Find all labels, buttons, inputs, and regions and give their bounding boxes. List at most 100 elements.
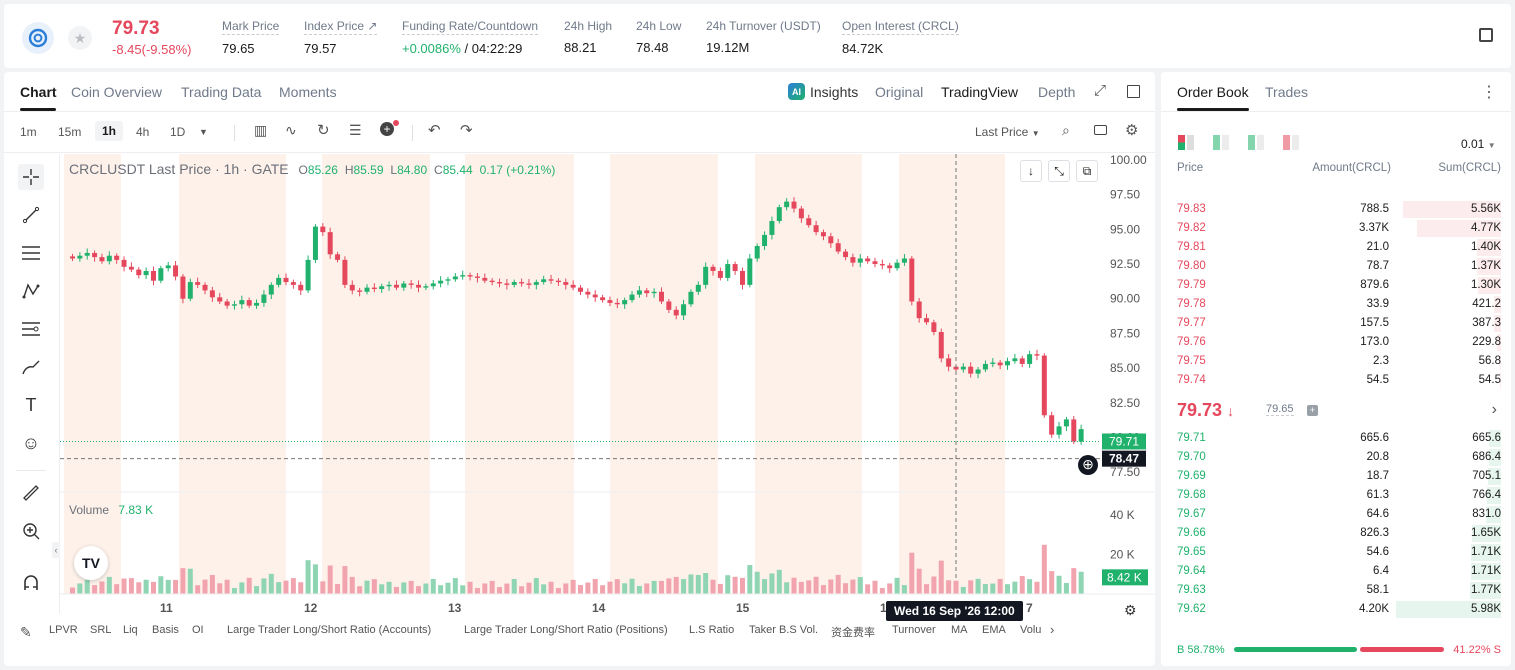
indicator-ma[interactable]: MA — [951, 624, 968, 636]
move-down-icon[interactable]: ↓ — [1020, 160, 1042, 182]
view-both-icon[interactable] — [1178, 135, 1195, 150]
book-icon[interactable] — [1479, 28, 1493, 42]
mark-info-icon[interactable]: + — [1307, 405, 1318, 416]
ask-row[interactable]: 79.77 157.5 387.3 — [1161, 314, 1511, 333]
settings-gear-icon[interactable]: ⚙ — [1125, 122, 1139, 139]
camera-icon[interactable] — [1094, 124, 1107, 138]
view-asks-icon[interactable] — [1283, 135, 1300, 150]
trendline-tool-icon[interactable] — [18, 202, 44, 228]
ask-row[interactable]: 79.74 54.5 54.5 — [1161, 371, 1511, 390]
tab-trades[interactable]: Trades — [1265, 84, 1309, 100]
indicator-srl[interactable]: SRL — [90, 624, 112, 636]
bid-row[interactable]: 79.71 665.6 665.6 — [1161, 429, 1511, 448]
price-type-select[interactable]: Last Price ▼ — [975, 125, 1040, 139]
interval-1d[interactable]: 1D — [170, 125, 186, 139]
ask-row[interactable]: 79.79 879.6 1.30K — [1161, 276, 1511, 295]
bid-row[interactable]: 79.67 64.6 831.0 — [1161, 505, 1511, 524]
tab-original[interactable]: Original — [875, 84, 924, 100]
ask-row[interactable]: 79.76 173.0 229.8 — [1161, 333, 1511, 352]
favorite-star-icon[interactable]: ★ — [68, 26, 92, 50]
view-depth-icon[interactable] — [1248, 135, 1265, 150]
undo-icon[interactable]: ↶ — [428, 122, 441, 139]
tab-chart[interactable]: Chart — [20, 84, 57, 100]
bid-row[interactable]: 79.69 18.7 705.1 — [1161, 467, 1511, 486]
magnet-tool-icon[interactable] — [18, 570, 44, 596]
ai-insights-icon[interactable]: AI — [788, 83, 805, 100]
chart-area[interactable]: 100.00 97.50 95.00 92.50 90.00 87.50 85.00 82.5… — [60, 153, 1155, 624]
fib-tool-icon[interactable] — [18, 240, 44, 266]
ask-row[interactable]: 79.78 33.9 421.2 — [1161, 295, 1511, 314]
interval-15m[interactable]: 15m — [58, 125, 82, 139]
chart-settings-icon[interactable]: ⚙ — [1124, 602, 1137, 618]
indicator-turnover[interactable]: Turnover — [892, 624, 936, 636]
pattern-tool-icon[interactable] — [18, 278, 44, 304]
search-icon[interactable]: ⌕ — [1062, 122, 1070, 138]
tab-insights[interactable]: Insights — [810, 84, 859, 100]
bid-row[interactable]: 79.64 6.4 1.71K — [1161, 562, 1511, 581]
tab-depth[interactable]: Depth — [1038, 84, 1076, 100]
strip-next-icon[interactable]: › — [1050, 622, 1055, 637]
interval-4h[interactable]: 4h — [136, 125, 150, 139]
ask-row[interactable]: 79.81 21.0 1.40K — [1161, 238, 1511, 257]
add-indicator-icon[interactable]: + — [380, 120, 399, 136]
ask-row[interactable]: 79.75 2.3 56.8 — [1161, 352, 1511, 371]
indicator-lpvr[interactable]: LPVR — [49, 624, 78, 636]
oi-label[interactable]: Open Interest (CRCL) — [842, 19, 959, 35]
collapse-toolbar-icon[interactable]: ‹ — [52, 542, 60, 558]
indicator-basis[interactable]: Basis — [152, 624, 179, 636]
projection-tool-icon[interactable] — [18, 316, 44, 342]
mark-price-label[interactable]: Mark Price — [222, 19, 280, 35]
ask-row[interactable]: 79.83 788.5 5.56K — [1161, 200, 1511, 219]
ruler-tool-icon[interactable] — [18, 480, 44, 506]
indicator-oi[interactable]: OI — [192, 624, 204, 636]
ask-row[interactable]: 79.82 3.37K 4.77K — [1161, 219, 1511, 238]
interval-dropdown-icon[interactable]: ▼ — [199, 127, 208, 137]
tab-trading-data[interactable]: Trading Data — [181, 84, 262, 100]
view-bids-icon[interactable] — [1213, 135, 1230, 150]
indicator-ls-ratio[interactable]: L.S Ratio — [689, 624, 735, 636]
edit-pencil-icon[interactable]: ✎ — [20, 624, 32, 640]
indicator-volume[interactable]: Volu — [1020, 624, 1042, 636]
bid-row[interactable]: 79.65 54.6 1.71K — [1161, 543, 1511, 562]
redo-icon[interactable]: ↷ — [460, 122, 473, 139]
indicator-lt-accounts[interactable]: Large Trader Long/Short Ratio (Accounts) — [227, 624, 432, 636]
bid-row[interactable]: 79.70 20.8 686.4 — [1161, 448, 1511, 467]
more-options-icon[interactable]: ⋮ — [1481, 84, 1497, 101]
tab-coin-overview[interactable]: Coin Overview — [71, 84, 163, 100]
ask-row[interactable]: 79.80 78.7 1.37K — [1161, 257, 1511, 276]
crosshair-tool-icon[interactable] — [18, 164, 44, 190]
window-icon[interactable] — [1127, 85, 1140, 98]
chevron-right-icon[interactable]: › — [1491, 401, 1497, 418]
templates-icon[interactable]: ☰ — [349, 122, 362, 138]
bid-row[interactable]: 79.62 4.20K 5.98K — [1161, 600, 1511, 619]
indicators-icon[interactable]: ∿ — [285, 122, 297, 138]
replay-icon[interactable]: ↻ — [317, 122, 330, 139]
funding-label[interactable]: Funding Rate/Countdown — [402, 19, 539, 35]
bid-row[interactable]: 79.68 61.3 766.4 — [1161, 486, 1511, 505]
indicator-liq[interactable]: Liq — [123, 624, 138, 636]
indicator-taker-vol[interactable]: Taker B.S Vol. — [749, 624, 819, 636]
precision-select[interactable]: 0.01 ▼ — [1461, 137, 1496, 151]
zoom-in-icon[interactable] — [18, 518, 44, 544]
add-alert-icon[interactable]: ⊕ — [1078, 455, 1098, 475]
indicator-funding[interactable]: 资金费率 — [831, 627, 875, 639]
bid-row[interactable]: 79.66 826.3 1.65K — [1161, 524, 1511, 543]
indicator-lt-positions[interactable]: Large Trader Long/Short Ratio (Positions… — [464, 624, 668, 636]
indicator-ema[interactable]: EMA — [982, 624, 1006, 636]
interval-1m[interactable]: 1m — [20, 125, 37, 139]
tab-moments[interactable]: Moments — [279, 84, 337, 100]
brush-tool-icon[interactable] — [18, 354, 44, 380]
mid-price[interactable]: 79.73 ↓ — [1177, 400, 1234, 421]
maximize-pane-icon[interactable]: ⧉ — [1076, 160, 1098, 182]
expand-icon[interactable]: ⤢ — [1094, 82, 1107, 99]
collapse-pane-icon[interactable]: ⤡ — [1048, 160, 1070, 182]
tab-tradingview[interactable]: TradingView — [941, 84, 1019, 100]
text-tool-icon[interactable]: T — [25, 394, 37, 415]
tradingview-logo-icon[interactable]: TV — [74, 546, 108, 580]
candle-type-icon[interactable]: ▥ — [254, 122, 268, 138]
interval-1h[interactable]: 1h — [95, 121, 124, 141]
candlestick-chart[interactable]: 100.00 97.50 95.00 92.50 90.00 87.50 85.00 82.5… — [60, 153, 1155, 624]
mid-mark-price[interactable]: 79.65 — [1266, 403, 1294, 416]
bid-row[interactable]: 79.63 58.1 1.77K — [1161, 581, 1511, 600]
tab-order-book[interactable]: Order Book — [1177, 84, 1249, 100]
